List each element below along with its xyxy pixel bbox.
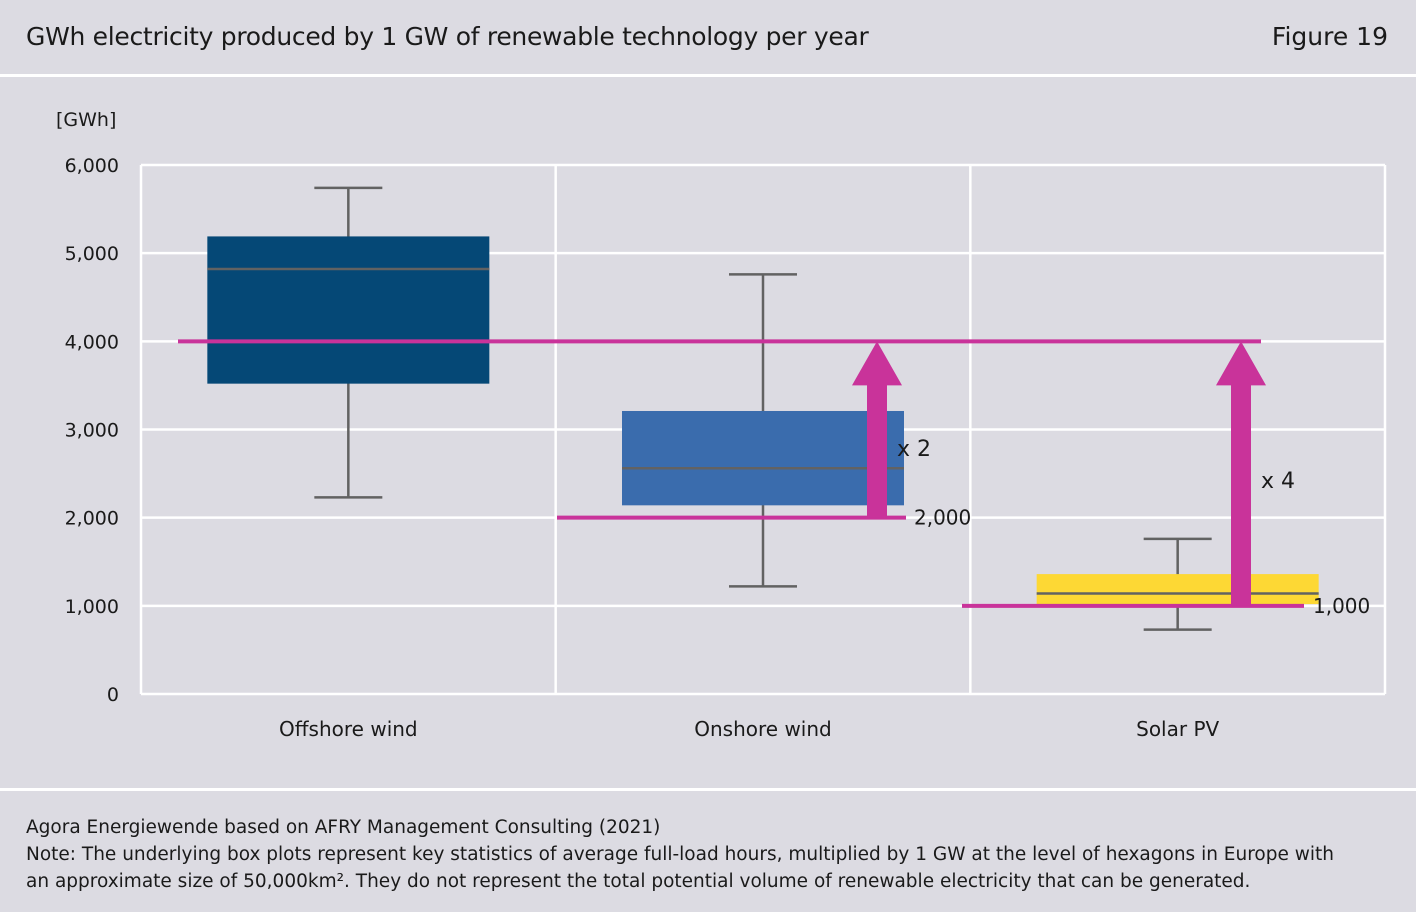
box-plots	[207, 186, 1319, 631]
y-tick-label: 3,000	[65, 420, 119, 442]
x-category-label: Solar PV	[1136, 717, 1219, 741]
reference-label: 2,000	[914, 506, 971, 530]
y-tick-label: 2,000	[65, 508, 119, 530]
figure-label: Figure 19	[1271, 22, 1388, 51]
box-plot-chart: 0 1,000 2,000 3,000 4,000 5,000 6,000 [GWh] 2,…	[56, 109, 1387, 741]
y-tick-label: 6,000	[65, 155, 119, 177]
x-category-label: Onshore wind	[694, 717, 831, 741]
multiplier-arrow	[1216, 341, 1266, 606]
box-plot	[1036, 537, 1319, 631]
y-tick-label: 5,000	[65, 243, 119, 265]
multiplier-label: x 2	[897, 437, 931, 462]
y-axis: 0 1,000 2,000 3,000 4,000 5,000 6,000	[65, 155, 119, 706]
box-plot	[207, 186, 490, 499]
y-tick-label: 0	[107, 684, 119, 706]
multiplier-label: x 4	[1261, 469, 1295, 494]
y-tick-label: 4,000	[65, 331, 119, 353]
header-divider	[0, 74, 1416, 77]
multiplier-arrow	[852, 341, 902, 518]
source-text: Agora Energiewende based on AFRY Managem…	[26, 817, 661, 838]
reference-label: 1,000	[1313, 594, 1370, 618]
y-axis-label: [GWh]	[56, 109, 116, 131]
footer-divider	[0, 788, 1416, 791]
chart-footer: Agora Energiewende based on AFRY Managem…	[26, 814, 1396, 895]
y-tick-label: 1,000	[65, 596, 119, 618]
reference-lines: 2,000 1,000 x 2 x 4	[178, 339, 1370, 618]
note-text-line-1: Note: The underlying box plots represent…	[26, 844, 1334, 865]
note-text-line-2: an approximate size of 50,000km². They d…	[26, 871, 1251, 892]
box-iqr	[622, 410, 904, 506]
chart-title: GWh electricity produced by 1 GW of rene…	[26, 22, 869, 51]
x-category-label: Offshore wind	[279, 717, 418, 741]
box-iqr	[1036, 574, 1319, 605]
box-plot	[622, 273, 904, 588]
x-axis: Offshore wind Onshore wind Solar PV	[279, 717, 1219, 741]
chart-header: GWh electricity produced by 1 GW of rene…	[0, 0, 1416, 74]
box-iqr	[207, 236, 490, 384]
